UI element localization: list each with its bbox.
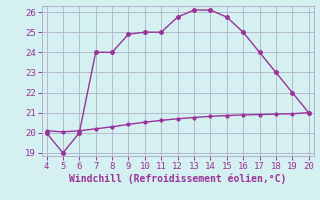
X-axis label: Windchill (Refroidissement éolien,°C): Windchill (Refroidissement éolien,°C): [69, 173, 286, 184]
